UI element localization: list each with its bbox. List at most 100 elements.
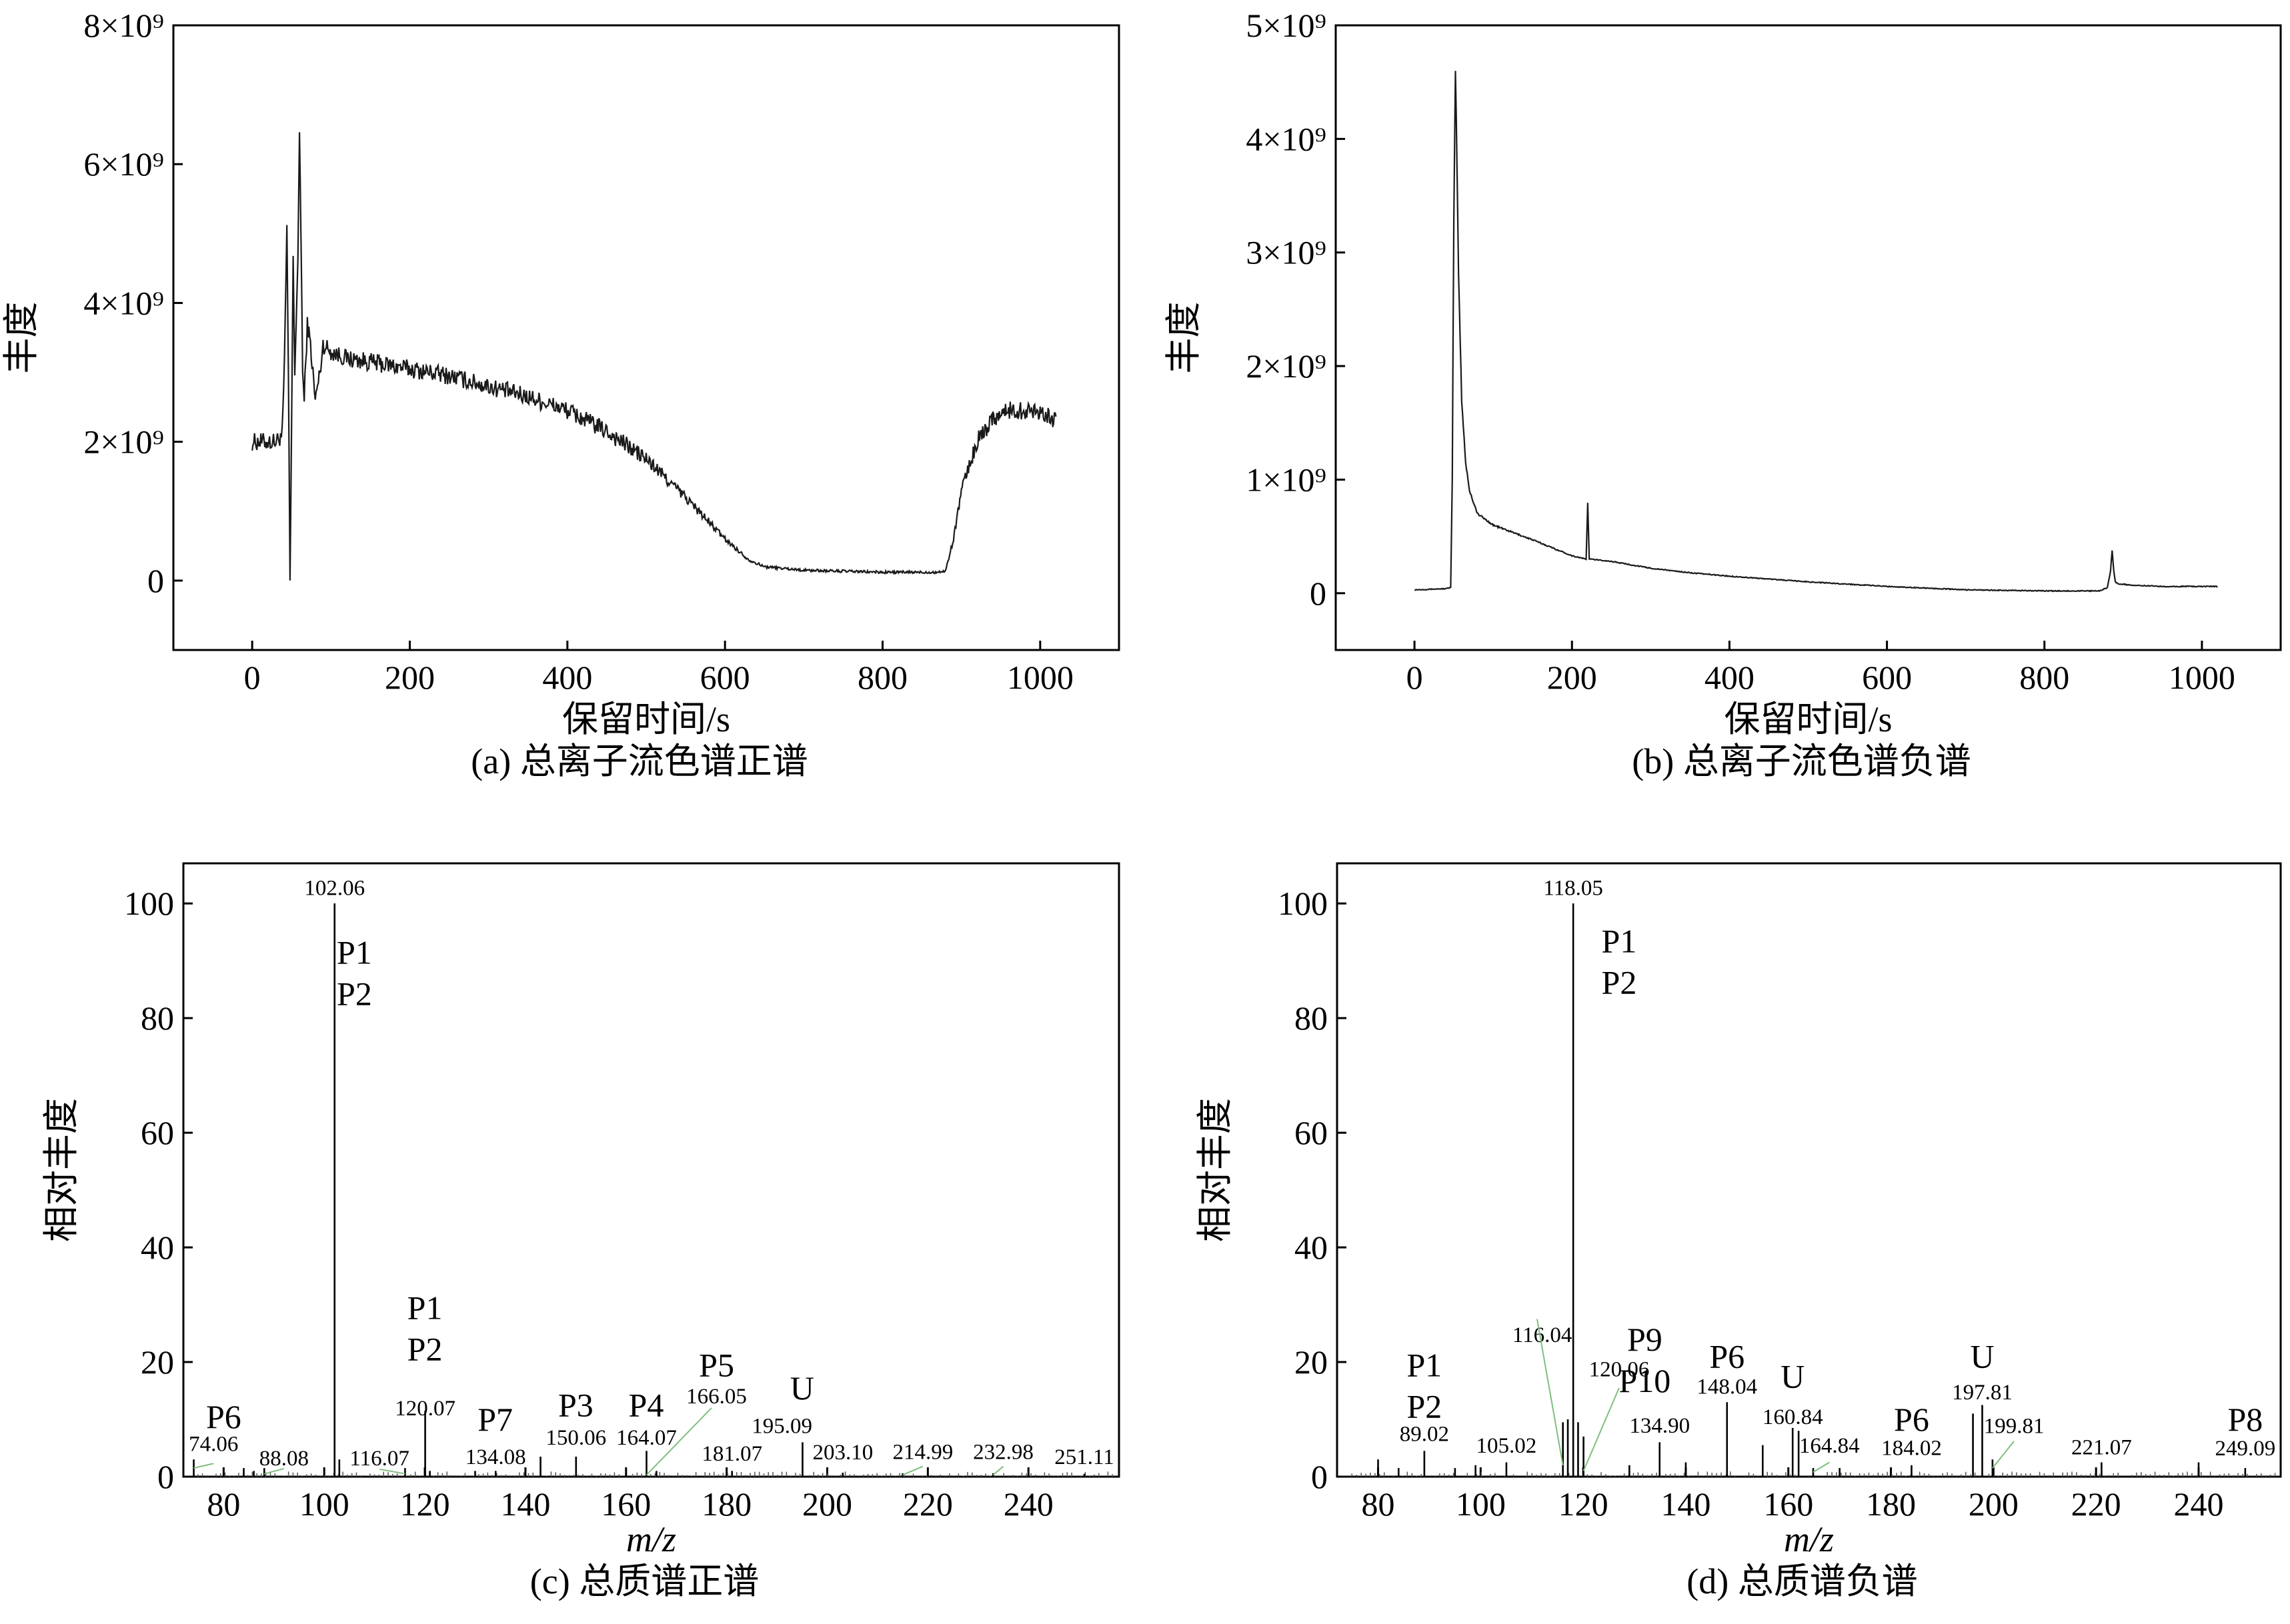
leader-line-d: [1536, 1319, 1564, 1465]
compound-label-d: P10: [1619, 1362, 1671, 1399]
y-tick-label-b: 0: [1310, 575, 1326, 612]
panel-c: 80 100 120 140 160 180 200 220 240 0 20 40 60 80 100 m/…: [41, 862, 1120, 1601]
caption-b: (b) 总离子流色谱负谱: [1632, 741, 1971, 781]
peak-label-d: 221.07: [2071, 1435, 2132, 1459]
x-tick-label-b: 0: [1406, 659, 1423, 696]
x-tick-label-d: 180: [1866, 1485, 1916, 1523]
peak-label-c: 251.11: [1054, 1445, 1114, 1469]
x-tick-label-d: 120: [1558, 1485, 1608, 1523]
x-tick-label-b: 800: [2019, 659, 2069, 696]
x-tick-label-a: 200: [385, 659, 435, 696]
compound-label-d: P1: [1406, 1347, 1442, 1384]
panel-a: 0 200 400 600 800 1000 0 2×10⁹ 4×10⁹ 6×10⁹ 8×10⁹ 保留…: [1, 7, 1120, 781]
series-line-b: [1414, 71, 2218, 593]
compound-label-d: U: [1781, 1358, 1805, 1395]
peak-label-c: 74.06: [189, 1432, 238, 1456]
y-tick-label-c: 100: [124, 885, 174, 922]
y-tick-label-c: 40: [141, 1229, 174, 1266]
y-tick-label-d: 80: [1294, 999, 1328, 1037]
peak-label-c: 203.10: [813, 1441, 874, 1465]
plot-frame-c: [182, 862, 1120, 1478]
compound-label-c: P5: [699, 1347, 734, 1384]
peak-label-d: 116.04: [1512, 1323, 1572, 1347]
leader-line-c: [264, 1467, 285, 1475]
peak-label-d: 148.04: [1696, 1375, 1757, 1399]
peak-label-d: 160.84: [1763, 1405, 1823, 1429]
leader-line-d: [1813, 1461, 1830, 1473]
leader-line-c: [646, 1407, 712, 1476]
x-tick-label-d: 100: [1456, 1485, 1506, 1523]
leader-line-d: [1582, 1387, 1620, 1471]
x-tick-label-c: 160: [601, 1485, 651, 1523]
peak-label-d: 89.02: [1400, 1423, 1449, 1447]
leader-line-d: [1992, 1441, 2015, 1469]
compound-label-d: P2: [1602, 963, 1637, 1001]
peak-label-c: 181.07: [702, 1442, 762, 1466]
peak-label-c: 164.07: [616, 1426, 677, 1450]
y-tick-label-d: 100: [1278, 885, 1328, 922]
peak-label-d: 164.84: [1799, 1434, 1860, 1458]
peak-label-d: 197.81: [1952, 1381, 2013, 1405]
x-tick-label-a: 0: [244, 659, 261, 696]
compound-label-c: P6: [206, 1398, 241, 1435]
caption-c: (c) 总质谱正谱: [530, 1561, 759, 1601]
compound-label-d: P1: [1602, 922, 1637, 959]
x-tick-label-d: 220: [2071, 1485, 2121, 1523]
y-tick-label-d: 20: [1294, 1343, 1328, 1381]
x-tick-label-a: 1000: [1007, 659, 1074, 696]
x-axis-title-b: 保留时间/s: [1724, 699, 1892, 739]
y-tick-label-d: 0: [1311, 1458, 1328, 1495]
x-axis-title-c: m/z: [626, 1519, 676, 1559]
y-tick-label-a: 4×10⁹: [83, 284, 164, 321]
peak-label-c: 214.99: [892, 1440, 953, 1464]
y-tick-label-c: 60: [141, 1114, 174, 1151]
peak-label-c: 195.09: [752, 1415, 812, 1439]
y-axis-title-c: 相对丰度: [41, 1098, 81, 1242]
x-tick-label-c: 180: [702, 1485, 752, 1523]
x-tick-label-b: 200: [1547, 659, 1597, 696]
compound-label-c: P2: [407, 1331, 443, 1368]
peak-label-d: 134.90: [1629, 1414, 1690, 1438]
peak-label-c: 166.05: [686, 1385, 747, 1409]
y-axis-title-a: 丰度: [1, 302, 41, 374]
y-tick-label-a: 6×10⁹: [83, 145, 164, 183]
y-tick-label-b: 3×10⁹: [1246, 234, 1326, 271]
x-tick-label-a: 600: [700, 659, 750, 696]
x-tick-label-c: 220: [903, 1485, 953, 1523]
y-axis-title-d: 相对丰度: [1195, 1098, 1235, 1242]
peak-label-d: 184.02: [1881, 1436, 1942, 1460]
y-tick-label-c: 20: [141, 1343, 174, 1381]
peak-label-c: 232.98: [973, 1440, 1034, 1464]
plot-frame-d: [1336, 862, 2282, 1478]
peak-label-c: 102.06: [304, 876, 365, 900]
x-tick-label-d: 240: [2173, 1485, 2223, 1523]
x-tick-label-b: 400: [1704, 659, 1755, 696]
compound-label-c: P1: [407, 1289, 443, 1327]
peak-label-c: 116.07: [349, 1447, 409, 1471]
y-tick-label-b: 1×10⁹: [1246, 461, 1326, 498]
leader-line-c: [992, 1465, 1004, 1476]
y-tick-label-a: 8×10⁹: [83, 7, 164, 44]
peak-label-c: 88.08: [259, 1447, 309, 1471]
compound-label-c: P4: [629, 1387, 664, 1424]
x-tick-label-d: 200: [1969, 1485, 2019, 1523]
x-axis-title-a: 保留时间/s: [562, 699, 730, 739]
compound-label-d: P9: [1627, 1321, 1662, 1358]
compound-label-d: P6: [1894, 1401, 1929, 1438]
x-tick-label-c: 120: [400, 1485, 450, 1523]
y-tick-label-a: 0: [147, 562, 164, 599]
x-tick-label-b: 1000: [2169, 659, 2235, 696]
peak-label-c: 120.07: [395, 1397, 455, 1421]
panel-b: 0 200 400 600 800 1000 0 1×10⁹ 2×10⁹ 3×10⁹ 4×10⁹ 5×…: [1164, 7, 2282, 781]
peak-label-d: 105.02: [1476, 1434, 1537, 1458]
compound-label-c: P3: [558, 1387, 594, 1424]
peak-label-c: 134.08: [465, 1445, 526, 1469]
leader-line-c: [379, 1468, 405, 1475]
x-tick-label-b: 600: [1862, 659, 1912, 696]
series-line-a: [251, 132, 1057, 581]
peak-label-d: 249.09: [2215, 1437, 2275, 1461]
caption-a: (a) 总离子流色谱正谱: [471, 741, 808, 781]
peak-label-d: 120.06: [1589, 1358, 1650, 1382]
compound-label-c: P1: [337, 933, 372, 971]
